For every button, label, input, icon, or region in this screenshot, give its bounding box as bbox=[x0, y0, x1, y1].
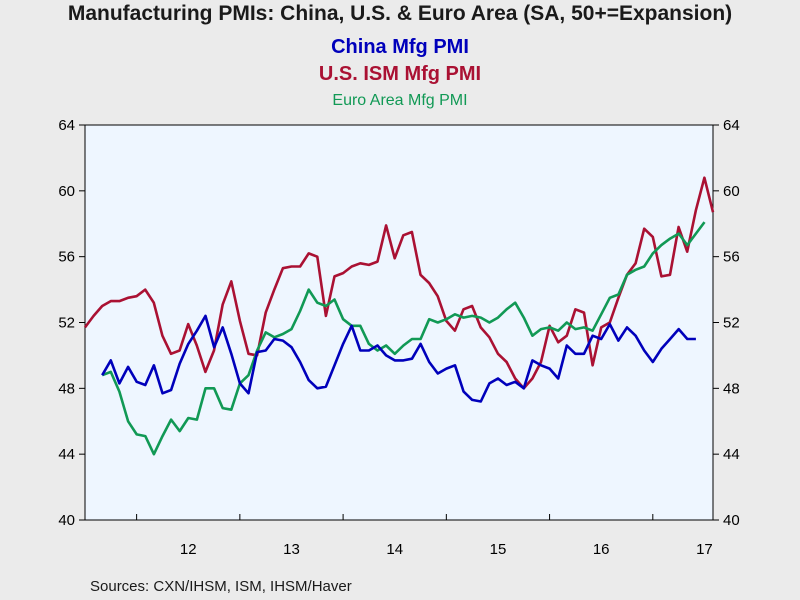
legend-entry-euro: Euro Area Mfg PMI bbox=[332, 92, 468, 109]
y-tick-label-left: 52 bbox=[58, 315, 75, 332]
series-line-china bbox=[101, 314, 696, 403]
series-layer bbox=[83, 176, 715, 456]
y-tick-label-right: 44 bbox=[723, 446, 740, 463]
y-tick-label-right: 64 bbox=[723, 117, 740, 134]
series-line-euro bbox=[101, 221, 706, 456]
y-tick-label-right: 40 bbox=[723, 512, 740, 529]
plot-area bbox=[84, 124, 714, 521]
y-tick-label-right: 52 bbox=[723, 315, 740, 332]
y-tick-label-left: 56 bbox=[58, 249, 75, 266]
x-tick-label: 14 bbox=[386, 541, 403, 558]
legend-entry-china: China Mfg PMI bbox=[331, 36, 469, 58]
x-tick-label: 15 bbox=[490, 541, 507, 558]
x-tick-label: 12 bbox=[180, 541, 197, 558]
x-tick-label: 16 bbox=[593, 541, 610, 558]
y-tick-label-left: 60 bbox=[58, 183, 75, 200]
y-tick-label-right: 48 bbox=[723, 380, 740, 397]
x-tick-label: 13 bbox=[283, 541, 300, 558]
axes-layer: 40 40 44 44 48 48 52 52 56 56 60 60 64 64 12 13 14 15 16 17 bbox=[58, 117, 739, 558]
y-tick-label-left: 44 bbox=[58, 446, 75, 463]
x-tick-label: 17 bbox=[696, 541, 713, 558]
y-tick-label-left: 48 bbox=[58, 380, 75, 397]
chart-title: Manufacturing PMIs: China, U.S. & Euro A… bbox=[67, 2, 733, 25]
source-note: Sources: CXN/IHSM, ISM, IHSM/Haver bbox=[90, 578, 352, 595]
y-tick-label-right: 60 bbox=[723, 183, 740, 200]
legend-entry-us: U.S. ISM Mfg PMI bbox=[318, 63, 482, 85]
series-line-us bbox=[83, 176, 715, 390]
y-tick-label-left: 64 bbox=[58, 117, 75, 134]
y-tick-label-left: 40 bbox=[58, 512, 75, 529]
y-tick-label-right: 56 bbox=[723, 249, 740, 266]
